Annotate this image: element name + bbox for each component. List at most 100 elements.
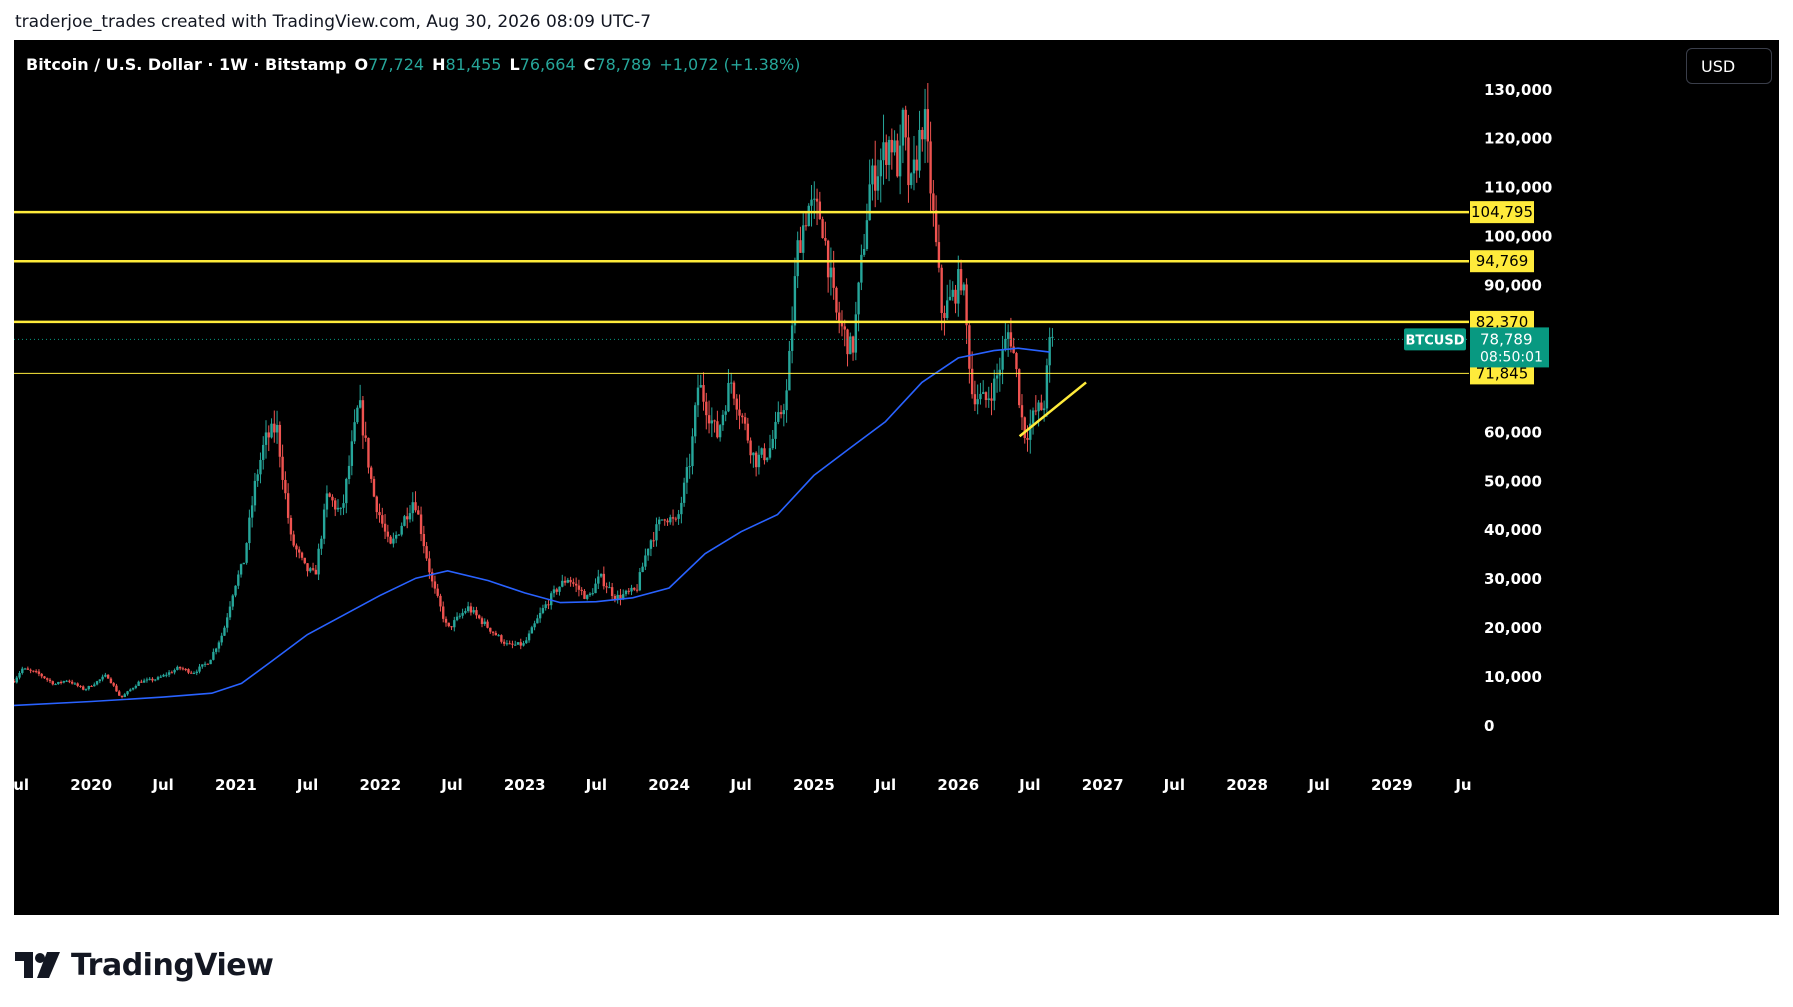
candle-body	[26, 668, 30, 670]
candle-body	[826, 240, 830, 278]
candle-body	[502, 641, 506, 644]
candle-body	[699, 385, 702, 388]
candle-body	[754, 452, 758, 468]
candle-body	[835, 287, 838, 313]
candle-body	[663, 519, 666, 521]
candle-body	[879, 160, 882, 177]
candle-body	[289, 517, 293, 535]
candle-body	[151, 678, 154, 681]
candle-body	[190, 672, 193, 674]
candle-body	[732, 382, 736, 399]
candle-body	[184, 669, 187, 671]
x-axis-tick-label: 2028	[1226, 776, 1268, 794]
candle-body	[120, 695, 124, 698]
candle-body	[572, 582, 575, 584]
level-price-tag	[1470, 362, 1534, 385]
candle-body	[325, 493, 329, 510]
candle-body	[267, 432, 270, 438]
candle-body	[466, 606, 470, 612]
candle-body	[860, 254, 863, 283]
price-chart[interactable]: 0 10,000 20,000 30,000 40,000 50,000 60,000 90,…	[7, 40, 1779, 915]
candle-body	[295, 545, 298, 550]
candle-body	[54, 684, 57, 686]
candle-body	[851, 336, 855, 353]
candle-body	[228, 606, 232, 618]
y-axis-tick-label: 90,000	[1484, 277, 1542, 295]
candle-body	[552, 589, 556, 594]
tradingview-brand: TradingView	[71, 947, 274, 983]
candle-body	[829, 267, 833, 278]
candle-body	[176, 666, 179, 670]
candle-body	[436, 588, 439, 596]
candle-body	[779, 412, 783, 415]
candle-body	[417, 510, 420, 515]
candle-body	[112, 683, 115, 686]
candle-body	[660, 519, 664, 521]
candle-body	[322, 509, 326, 539]
candle-body	[1018, 369, 1021, 406]
candle-body	[923, 109, 927, 140]
candle-body	[342, 503, 345, 508]
candle-body	[918, 129, 921, 171]
candle-body	[514, 644, 517, 646]
candle-body	[951, 289, 954, 297]
candle-body	[306, 563, 309, 572]
candle-body	[807, 205, 810, 227]
candle-body	[550, 593, 553, 606]
candle-body	[536, 618, 539, 624]
candle-body	[669, 517, 672, 523]
candle-body	[201, 664, 204, 667]
candle-body	[353, 422, 356, 442]
y-axis-tick-label: 20,000	[1484, 619, 1542, 637]
candle-body	[284, 479, 287, 494]
x-axis-tick-label: Jul	[296, 776, 318, 794]
candle-body	[159, 676, 162, 678]
candle-body	[65, 680, 68, 682]
tradingview-logo[interactable]: TradingView	[15, 945, 274, 985]
candle-body	[162, 674, 165, 677]
candle-body	[519, 642, 522, 646]
candle-body	[871, 165, 874, 185]
candle-body	[508, 643, 511, 645]
x-axis-tick-label: 2023	[504, 776, 546, 794]
candle-body	[195, 671, 198, 673]
candle-body	[286, 493, 290, 518]
candle-body	[577, 585, 581, 590]
candle-body	[239, 564, 243, 575]
candle-body	[757, 454, 761, 468]
candle-body	[566, 579, 570, 583]
candle-body	[982, 392, 985, 394]
candle-body	[483, 621, 486, 625]
currency-button[interactable]: USD	[1686, 48, 1772, 84]
candle-body	[29, 669, 32, 671]
candle-body	[979, 393, 982, 400]
tradingview-mark-icon	[15, 952, 60, 978]
trendline[interactable]	[1018, 381, 1087, 438]
candle-body	[580, 589, 583, 591]
candle-body	[334, 500, 337, 510]
candle-body	[926, 109, 930, 142]
candle-body	[655, 524, 658, 541]
candle-body	[214, 648, 218, 652]
candle-body	[1006, 332, 1010, 339]
candle-body	[1020, 405, 1024, 418]
candle-body	[126, 691, 129, 695]
candle-body	[782, 410, 786, 415]
candle-body	[771, 438, 774, 449]
candle-body	[46, 678, 49, 680]
candle-body	[735, 398, 738, 410]
candle-body	[392, 538, 395, 544]
candle-body	[613, 595, 617, 600]
x-axis-tick-label: 2027	[1082, 776, 1124, 794]
candle-body	[1051, 336, 1054, 338]
candle-body	[868, 184, 871, 221]
candle-body	[671, 517, 675, 519]
x-axis-tick-label: Jul	[151, 776, 173, 794]
chart-area[interactable]: 0 10,000 20,000 30,000 40,000 50,000 60,000 90,…	[7, 40, 1779, 915]
candle-body	[314, 569, 318, 575]
candle-body	[619, 594, 622, 600]
candle-body	[220, 635, 223, 643]
candle-body	[727, 382, 730, 412]
candle-body	[469, 606, 473, 613]
candle-body	[730, 382, 733, 384]
